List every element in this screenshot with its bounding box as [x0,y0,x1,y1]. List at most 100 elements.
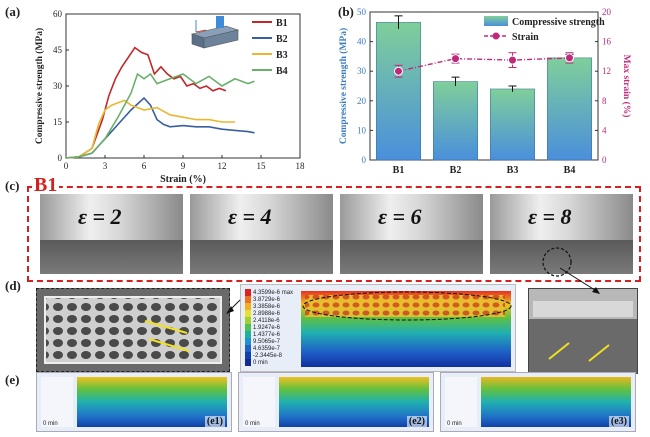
x-tick-label-a: 12 [218,161,227,171]
series-line-b1 [65,46,227,159]
specimen-photo-d1 [36,288,230,372]
fea-legend-row: 1.9247e-6 [245,324,293,331]
fea-legend-row: 4.6359e-7 [245,345,293,352]
fea-min-label: 0 min [43,421,58,427]
fea-legend-value: 0 min [253,359,268,366]
fea-legend-row: 3.3858e-6 [245,303,293,310]
y-right-tick-label-b: 20 [602,7,612,17]
fea-legend-swatch [245,324,251,331]
fea-legend-swatch [245,345,251,352]
fea-legend-value: 3.8729e-6 [253,296,281,303]
fea-min-label: 0 min [245,421,260,427]
fea-subpanel-label: (e3) [608,416,629,427]
compression-frame: ε = 6 [340,194,483,274]
y-tick-label-a: 45 [53,45,63,55]
legend-swatch-strength [484,16,508,26]
x-tick-label-a: 9 [181,161,186,171]
fea-legend-value: 3.3858e-6 [253,303,281,310]
strain-point [451,54,460,64]
y-tick-label-a: 0 [58,153,63,163]
fea-contour-d: 4.3599e-6 max 3.8729e-6 3.3858e-6 2.8988e-6… [240,284,516,372]
legend-label-strain: Strain [512,32,539,43]
fea-legend-value: -2.3445e-8 [253,352,283,359]
fea-legend-swatch [245,317,251,324]
y-right-axis-label-b: Max strain (%) [621,55,632,118]
y-tick-label-b: 10 [357,125,367,135]
bar-b3 [490,88,535,161]
x-tick-label-a: 0 [64,161,69,171]
fea-legend-row: 3.8729e-6 [245,296,293,303]
y-right-tick-label-b: 8 [602,96,607,106]
y-tick-label-b: 0 [362,155,367,165]
fea-legend-swatch [245,303,251,310]
panel-c-title: B1 [32,174,60,196]
y-tick-label-a: 60 [53,9,63,19]
y-axis-label-b: Compressive strength (MPa) [338,28,349,144]
fea-subpanel-label: (e2) [406,416,427,427]
plot-frame-a [65,13,301,159]
fea-legend-swatch [245,338,251,345]
x-tick-label-b: B4 [564,165,576,176]
panel-label-d: (d) [5,278,21,293]
fea-legend-swatch [245,331,251,338]
fea-legend-swatch [245,310,251,317]
y-tick-label-b: 30 [357,66,367,76]
compression-frame: ε = 8 [490,194,633,274]
fea-legend-value: 1.9247e-6 [253,324,281,331]
y-right-tick-label-b: 4 [602,125,607,135]
legend-label-b4: B4 [276,66,288,77]
x-tick-label-b: B1 [393,165,405,176]
panel-label-b: (b) [338,4,354,19]
x-tick-label-a: 18 [296,161,306,171]
strain-line [398,57,570,72]
fea-subpanel-label: (e1) [204,416,225,427]
fea-legend-row: 1.4377e-6 [245,331,293,338]
strain-point [565,53,574,63]
series-line-b2 [65,96,255,159]
chart-a: 0 3 6 9 12 15 18 0 15 30 45 60 Strain (%) Compressive… [34,9,306,185]
x-tick-label-a: 3 [103,161,108,171]
y-tick-label-b: 40 [357,37,367,47]
specimen-inset-icon [190,16,240,49]
fea-legend-value: 9.5065e-7 [253,338,281,345]
y-right-tick-label-b: 0 [602,155,607,165]
fea-legend-value: 2.8988e-6 [253,310,281,317]
plot-frame-b [369,11,599,161]
fea-legend-row: -2.3445e-8 [245,352,293,359]
fea-legend-value: 4.3599e-6 max [253,289,294,296]
strain-frame-label: ε = 8 [528,204,572,229]
strain-frame-label: ε = 6 [378,204,422,229]
x-tick-label-a: 6 [142,161,147,171]
bar-b4 [547,57,592,161]
strain-point [394,66,403,76]
y-right-tick-label-b: 12 [602,66,611,76]
fea-legend-swatch [245,352,251,359]
x-tick-label-b: B3 [507,165,519,176]
legend-label-b3: B3 [276,50,288,61]
fea-legend-value: 4.6359e-7 [253,345,281,352]
fea-min-label: 0 min [447,421,462,427]
fea-legend-value: 2.4118e-6 [253,317,280,324]
x-axis-label-a: Strain (%) [160,174,206,185]
specimen-photo-d2 [528,288,638,374]
fea-legend-row: 9.5065e-7 [245,338,293,345]
x-tick-label-a: 15 [257,161,267,171]
series-line-b3 [65,99,235,159]
fea-legend-row: 0 min [245,359,293,366]
compression-frame: ε = 2 [40,194,183,274]
fea-legend-swatch [245,359,251,366]
panel-label-c: (c) [5,178,20,193]
strain-frame-label: ε = 4 [228,204,272,229]
fea-legend-row: 2.8988e-6 [245,310,293,317]
x-tick-label-b: B2 [450,165,462,176]
y-axis-label-a: Compressive strength (MPa) [34,28,45,144]
strain-frame-label: ε = 2 [78,204,122,229]
panel-label-a: (a) [5,4,21,19]
fea-legend-row: 2.4118e-6 [245,317,293,324]
y-tick-label-a: 15 [53,117,63,127]
fea-subpanel-2: (e2) 0 min [238,372,434,432]
y-right-tick-label-b: 16 [602,37,612,47]
strain-point [508,55,517,65]
bar-b1 [376,22,421,161]
